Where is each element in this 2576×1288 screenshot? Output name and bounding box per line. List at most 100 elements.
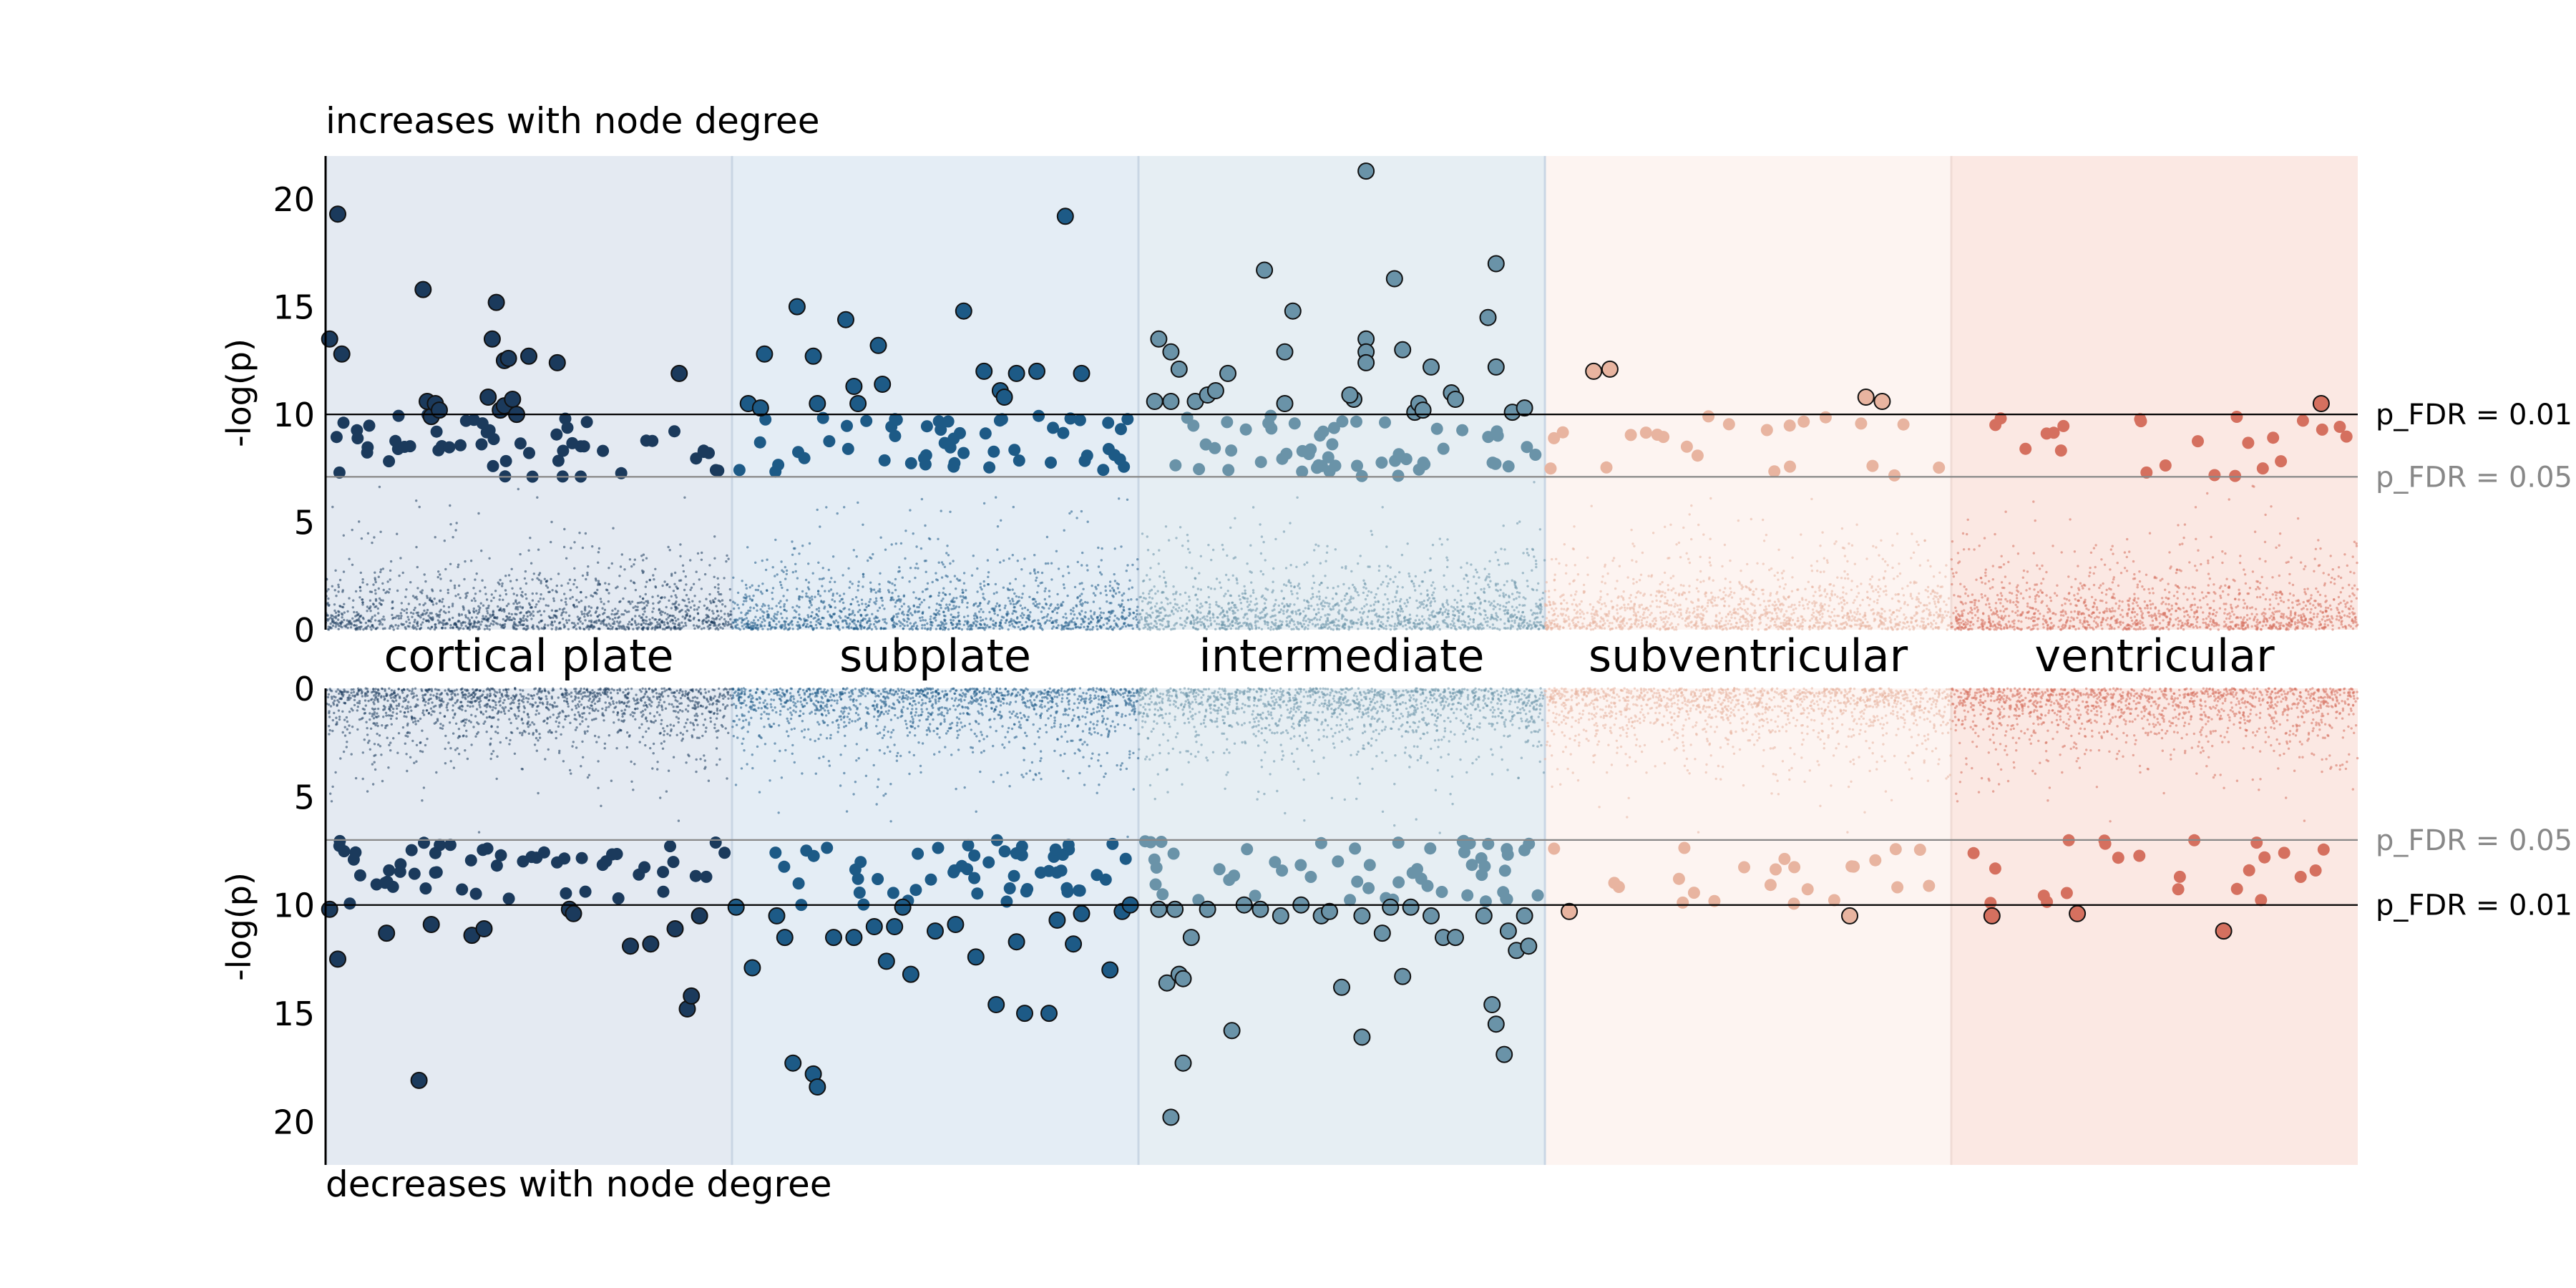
- background-point: [597, 628, 600, 630]
- background-point: [1521, 572, 1524, 575]
- background-point: [1631, 606, 1634, 609]
- background-point: [842, 592, 846, 595]
- background-point: [358, 596, 361, 599]
- background-point: [636, 602, 640, 605]
- background-point: [1836, 595, 1839, 598]
- background-point: [1644, 608, 1646, 611]
- background-point: [1877, 590, 1880, 594]
- background-point: [930, 623, 932, 626]
- background-point: [736, 591, 740, 595]
- background-point: [1397, 609, 1400, 612]
- background-point: [815, 608, 819, 611]
- background-point: [1582, 591, 1586, 595]
- background-point: [665, 605, 668, 609]
- background-point: [1850, 544, 1854, 547]
- background-point: [1075, 617, 1079, 620]
- background-point: [1426, 599, 1430, 602]
- background-point: [441, 600, 444, 603]
- background-point: [833, 613, 836, 616]
- background-point: [806, 623, 809, 626]
- background-point: [492, 596, 495, 600]
- background-point: [912, 532, 914, 535]
- background-point: [1104, 585, 1107, 588]
- background-point: [1414, 575, 1418, 578]
- background-point: [1231, 624, 1234, 627]
- background-point: [1905, 626, 1908, 629]
- background-point: [1391, 610, 1395, 613]
- background-point: [1234, 556, 1237, 559]
- background-point: [1015, 622, 1018, 625]
- background-point: [547, 604, 550, 608]
- background-point: [1780, 572, 1784, 575]
- background-point: [1523, 624, 1526, 627]
- background-point: [955, 623, 958, 625]
- background-point: [906, 613, 909, 616]
- background-point: [1029, 611, 1032, 614]
- background-point: [703, 627, 706, 630]
- background-point: [1254, 624, 1257, 627]
- background-point: [998, 621, 1002, 624]
- background-point: [921, 616, 924, 619]
- background-point: [472, 587, 475, 590]
- background-point: [552, 600, 555, 602]
- background-point: [550, 628, 553, 630]
- background-point: [984, 626, 987, 629]
- background-point: [1770, 567, 1773, 570]
- background-point: [457, 584, 461, 587]
- midrange-point: [430, 425, 443, 438]
- background-point: [1148, 590, 1151, 592]
- background-point: [1185, 621, 1188, 624]
- background-point: [1040, 610, 1043, 613]
- background-point: [724, 620, 728, 623]
- background-point: [1478, 607, 1481, 610]
- background-point: [1366, 615, 1370, 618]
- background-point: [783, 620, 786, 623]
- background-point: [542, 597, 545, 600]
- background-point: [584, 619, 587, 622]
- background-point: [608, 582, 610, 585]
- background-point: [564, 600, 567, 604]
- background-point: [1586, 556, 1589, 559]
- background-point: [555, 584, 558, 587]
- background-point: [370, 590, 374, 593]
- background-point: [809, 601, 812, 605]
- background-point: [1239, 598, 1241, 601]
- background-point: [360, 621, 363, 624]
- background-point: [1011, 554, 1015, 557]
- background-point: [930, 627, 932, 630]
- background-point: [630, 623, 633, 626]
- background-point: [729, 618, 732, 621]
- background-point: [1377, 569, 1381, 572]
- background-point: [1384, 593, 1387, 596]
- background-point: [855, 555, 858, 558]
- background-point: [1374, 613, 1377, 617]
- background-point: [1408, 626, 1412, 629]
- background-point: [1594, 627, 1597, 630]
- background-point: [1823, 603, 1826, 606]
- background-point: [1135, 618, 1138, 621]
- background-point: [1335, 592, 1338, 595]
- background-point: [452, 626, 454, 629]
- background-point: [550, 616, 552, 620]
- background-point: [961, 601, 964, 604]
- background-point: [1460, 593, 1463, 597]
- background-point: [988, 610, 991, 614]
- background-point: [509, 580, 512, 582]
- background-point: [628, 558, 632, 561]
- background-point: [1687, 607, 1689, 610]
- background-point: [1235, 620, 1239, 623]
- background-point: [1418, 605, 1422, 608]
- background-point: [817, 592, 820, 595]
- background-point: [430, 618, 433, 621]
- midrange-point: [646, 434, 659, 447]
- background-point: [1430, 600, 1433, 603]
- background-point: [1186, 547, 1190, 550]
- background-point: [609, 628, 612, 630]
- background-point: [1586, 573, 1589, 576]
- background-point: [552, 597, 555, 600]
- background-point: [1274, 602, 1277, 606]
- background-point: [745, 617, 748, 620]
- background-point: [914, 596, 917, 600]
- background-point: [1367, 565, 1370, 568]
- background-point: [547, 590, 550, 594]
